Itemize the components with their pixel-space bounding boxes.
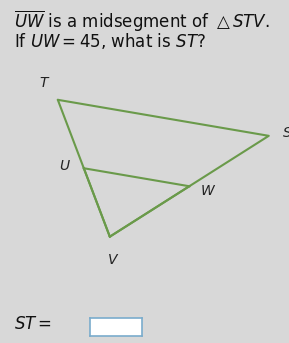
Text: $\overline{UW}$ is a midsegment of $\triangle STV$.: $\overline{UW}$ is a midsegment of $\tri…: [14, 9, 270, 34]
Text: W: W: [201, 184, 215, 198]
Text: If $UW = 45$, what is $ST$?: If $UW = 45$, what is $ST$?: [14, 31, 206, 51]
Text: S: S: [283, 127, 289, 140]
Text: V: V: [108, 253, 117, 268]
Text: T: T: [39, 76, 48, 90]
Text: $ST =$: $ST =$: [14, 315, 53, 333]
Text: U: U: [59, 159, 69, 173]
